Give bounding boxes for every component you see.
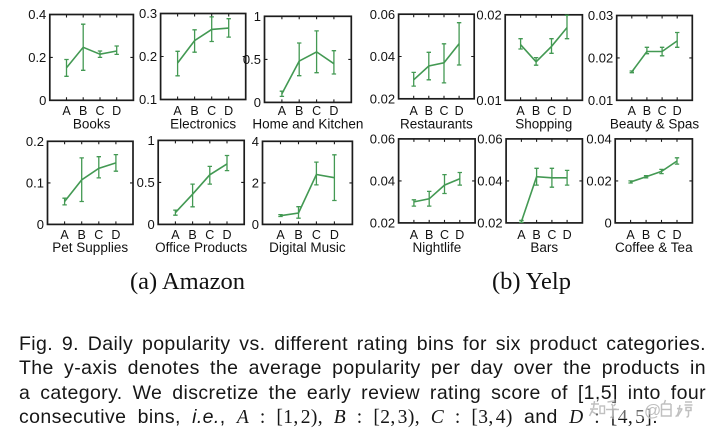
svg-text:0.02: 0.02 [476,7,501,22]
svg-text:C: C [312,104,321,118]
svg-text:C: C [440,228,449,242]
svg-text:0: 0 [147,217,154,232]
svg-text:Office Products: Office Products [155,240,247,255]
svg-text:D: D [455,104,464,118]
svg-text:B: B [79,104,87,118]
svg-text:0: 0 [37,217,44,232]
svg-text:0.01: 0.01 [588,93,613,108]
svg-text:0.2: 0.2 [26,134,44,149]
svg-text:0.2: 0.2 [139,49,157,64]
svg-text:0.03: 0.03 [588,8,613,23]
svg-text:Beauty & Spas: Beauty & Spas [610,117,700,132]
svg-text:2: 2 [252,176,259,191]
svg-text:A: A [517,228,526,242]
svg-text:D: D [222,228,231,242]
svg-text:A: A [410,104,419,118]
svg-text:B: B [295,104,303,118]
svg-text:(a) Amazon: (a) Amazon [130,268,245,295]
svg-text:C: C [657,228,666,242]
svg-text:D: D [329,104,338,118]
svg-text:D: D [562,104,571,118]
svg-text:Restaurants: Restaurants [400,117,473,132]
svg-text:0: 0 [604,216,611,231]
svg-text:A: A [516,104,525,118]
svg-text:Pet Supplies: Pet Supplies [52,240,128,255]
svg-text:0.02: 0.02 [370,91,395,106]
svg-text:0.06: 0.06 [370,7,395,22]
svg-text:D: D [111,228,120,242]
svg-text:B: B [643,104,651,118]
svg-text:D: D [330,228,339,242]
svg-text:D: D [224,104,233,118]
svg-text:1: 1 [147,133,154,148]
svg-text:0.1: 0.1 [139,92,157,107]
svg-text:A: A [276,228,285,242]
svg-text:@: @ [644,401,661,420]
svg-text:Shopping: Shopping [515,117,572,132]
svg-text:Home and Kitchen: Home and Kitchen [252,117,363,132]
svg-text:B: B [190,104,198,118]
svg-text:B: B [532,228,540,242]
svg-text:0: 0 [39,93,46,108]
svg-text:(b) Yelp: (b) Yelp [492,268,571,295]
svg-text:A: A [62,104,71,118]
svg-text:D: D [455,228,464,242]
svg-text:A: A [278,104,287,118]
svg-text:Electronics: Electronics [170,117,236,132]
svg-text:0.02: 0.02 [370,216,395,231]
svg-text:0: 0 [254,95,261,110]
svg-text:Nightlife: Nightlife [413,240,462,255]
svg-text:0: 0 [252,217,259,232]
svg-text:C: C [658,104,667,118]
svg-text:0.4: 0.4 [28,7,46,22]
svg-text:B: B [425,228,433,242]
svg-text:0.1: 0.1 [26,176,44,191]
svg-text:Bars: Bars [530,240,558,255]
svg-text:0.04: 0.04 [370,49,395,64]
svg-text:A: A [60,228,69,242]
svg-text:B: B [532,104,540,118]
svg-text:B: B [642,228,650,242]
svg-text:A: A [410,228,419,242]
svg-text:B: B [78,228,86,242]
svg-text:D: D [672,228,681,242]
svg-text:A: A [626,228,635,242]
svg-text:0.02: 0.02 [586,174,611,189]
svg-text:0.04: 0.04 [586,132,611,147]
svg-text:0.04: 0.04 [477,174,502,189]
svg-text:C: C [439,104,448,118]
svg-text:0.5: 0.5 [137,175,155,190]
svg-text:0.06: 0.06 [370,132,395,147]
svg-text:C: C [205,228,214,242]
svg-text:C: C [547,228,556,242]
svg-text:D: D [563,228,572,242]
svg-text:C: C [547,104,556,118]
svg-text:C: C [207,104,216,118]
svg-text:A: A [628,104,637,118]
svg-text:Coffee & Tea: Coffee & Tea [615,240,693,255]
svg-text:D: D [673,104,682,118]
svg-text:0.02: 0.02 [588,51,613,66]
svg-text:Digital Music: Digital Music [269,240,346,255]
svg-text:1: 1 [254,9,261,24]
svg-text:C: C [94,228,103,242]
svg-text:0.3: 0.3 [139,6,157,21]
svg-text:Books: Books [73,117,111,132]
svg-text:A: A [171,228,180,242]
svg-text:0.06: 0.06 [477,132,502,147]
svg-text:0.01: 0.01 [476,93,501,108]
svg-text:C: C [95,104,104,118]
svg-text:0.04: 0.04 [370,174,395,189]
svg-text:A: A [173,104,182,118]
svg-text:C: C [312,228,321,242]
svg-text:0.2: 0.2 [28,50,46,65]
svg-text:B: B [425,104,433,118]
svg-text:B: B [294,228,302,242]
svg-text:0.02: 0.02 [477,216,502,231]
svg-text:0.5: 0.5 [243,52,261,67]
svg-text:D: D [112,104,121,118]
svg-text:4: 4 [252,134,259,149]
svg-text:B: B [188,228,196,242]
